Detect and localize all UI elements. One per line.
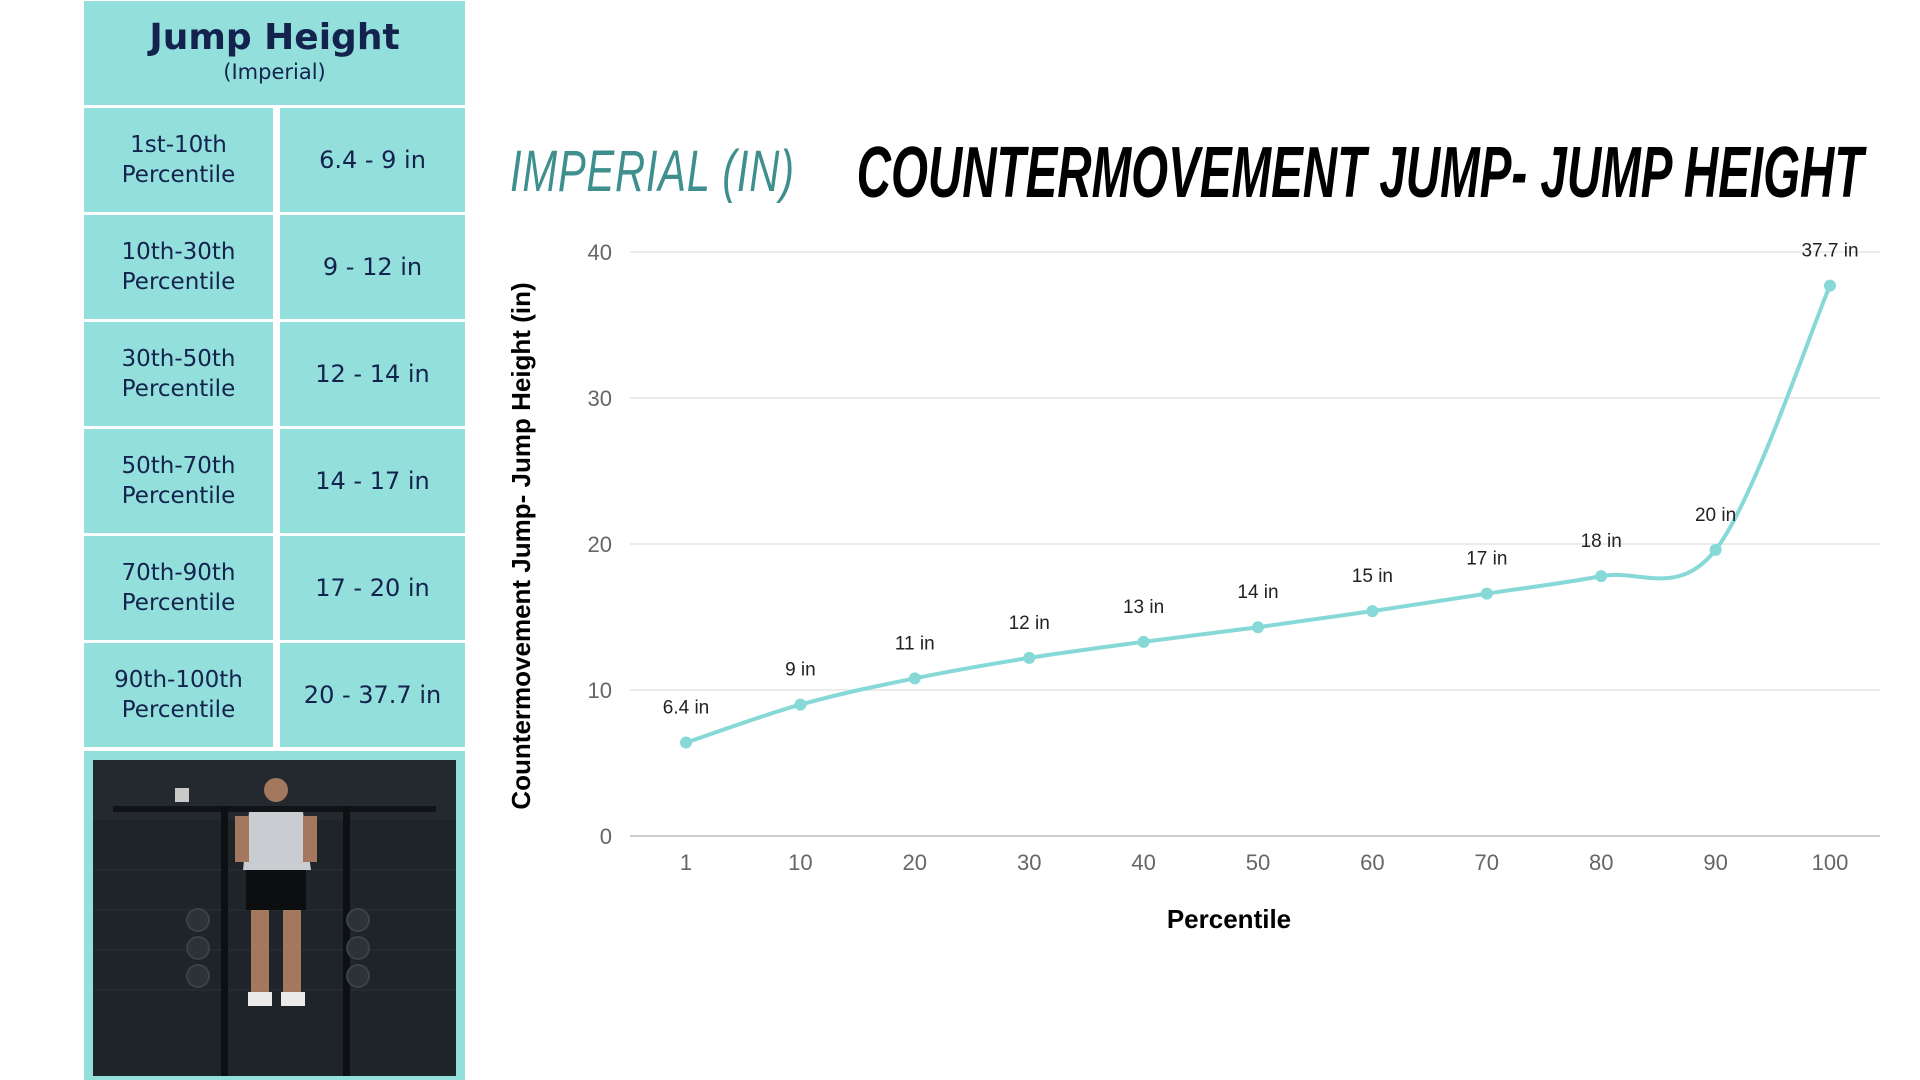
y-axis-ticks: 0 10 20 30 40 <box>588 240 612 849</box>
data-point <box>1595 570 1608 583</box>
data-point <box>1709 543 1722 556</box>
table-row: 10th-30th Percentile 9 - 12 in <box>84 215 465 319</box>
percentile-label-line2: Percentile <box>121 483 236 509</box>
x-tick-label: 40 <box>1131 850 1155 875</box>
table-subtitle: (Imperial) <box>223 60 326 84</box>
data-label: 20 in <box>1695 505 1736 526</box>
y-tick-label: 30 <box>588 386 612 411</box>
data-point <box>1023 651 1036 664</box>
percentile-label-line2: Percentile <box>121 269 236 295</box>
percentile-cell: 1st-10th Percentile <box>84 108 273 212</box>
percentile-label-line2: Percentile <box>121 162 236 188</box>
series-line <box>684 283 1832 745</box>
x-tick-label: 80 <box>1589 850 1613 875</box>
range-cell: 12 - 14 in <box>280 322 465 426</box>
range-cell: 9 - 12 in <box>280 215 465 319</box>
percentile-table: Jump Height (Imperial) 1st-10th Percentil… <box>84 0 466 1080</box>
x-tick-label: 90 <box>1703 850 1727 875</box>
x-tick-label: 30 <box>1017 850 1041 875</box>
percentile-label-line2: Percentile <box>121 590 236 616</box>
data-point <box>794 698 807 711</box>
range-cell: 20 - 37.7 in <box>280 643 465 747</box>
data-label: 13 in <box>1123 597 1164 618</box>
x-tick-label: 70 <box>1475 850 1499 875</box>
chart-title: COUNTERMOVEMENT JUMP- JUMP HEIGHT <box>856 133 1863 213</box>
data-label: 9 in <box>785 660 816 681</box>
range-cell: 14 - 17 in <box>280 429 465 533</box>
data-label: 6.4 in <box>663 698 709 719</box>
percentile-cell: 70th-90th Percentile <box>84 536 273 640</box>
unit-heading: IMPERIAL (IN) <box>510 139 795 204</box>
x-tick-label: 50 <box>1246 850 1270 875</box>
range-cell: 6.4 - 9 in <box>280 108 465 212</box>
data-points <box>680 279 1836 749</box>
table-row: 1st-10th Percentile 6.4 - 9 in <box>84 108 465 212</box>
x-tick-label: 100 <box>1812 850 1849 875</box>
range-cell: 17 - 20 in <box>280 536 465 640</box>
data-label: 37.7 in <box>1801 241 1858 262</box>
x-tick-label: 10 <box>788 850 812 875</box>
data-point <box>1480 587 1493 600</box>
percentile-label-line1: 30th-50th <box>121 346 236 372</box>
table-row: 70th-90th Percentile 17 - 20 in <box>84 536 465 640</box>
percentile-label-line1: 70th-90th <box>121 560 236 586</box>
athlete-photo <box>93 760 456 1076</box>
data-point <box>1824 279 1836 292</box>
data-point <box>680 736 692 749</box>
percentile-cell: 30th-50th Percentile <box>84 322 273 426</box>
percentile-cell: 90th-100th Percentile <box>84 643 273 747</box>
data-label: 17 in <box>1466 549 1507 570</box>
data-label: 15 in <box>1352 566 1393 587</box>
table-title: Jump Height <box>149 17 400 58</box>
x-axis-title: Percentile <box>1167 904 1291 934</box>
data-point <box>908 672 921 685</box>
x-tick-label: 20 <box>903 850 927 875</box>
gridlines <box>630 251 1880 837</box>
percentile-label-line2: Percentile <box>121 376 236 402</box>
y-tick-label: 40 <box>588 240 612 265</box>
percentile-label-line1: 1st-10th <box>130 132 227 158</box>
percentile-label-line1: 90th-100th <box>114 667 243 693</box>
data-labels: 6.4 in 9 in 11 in 12 in 13 in 14 in 15 in 17 in… <box>663 241 1859 719</box>
y-tick-label: 0 <box>600 824 612 849</box>
table-row: 30th-50th Percentile 12 - 14 in <box>84 322 465 426</box>
y-axis-title: Countermovement Jump- Jump Height (in) <box>506 282 536 809</box>
data-point <box>1252 621 1264 634</box>
data-label: 14 in <box>1237 582 1278 603</box>
percentile-label-line1: 50th-70th <box>121 453 236 479</box>
x-axis-ticks: 1 10 20 30 40 50 60 70 80 90 100 <box>680 850 1848 875</box>
data-label: 12 in <box>1009 613 1050 634</box>
data-point <box>1137 635 1150 648</box>
table-row: 90th-100th Percentile 20 - 37.7 in <box>84 643 465 747</box>
percentile-cell: 50th-70th Percentile <box>84 429 273 533</box>
data-label: 18 in <box>1581 531 1622 552</box>
percentile-cell: 10th-30th Percentile <box>84 215 273 319</box>
percentile-label-line2: Percentile <box>121 697 236 723</box>
data-label: 11 in <box>895 633 935 654</box>
table-row: 50th-70th Percentile 14 - 17 in <box>84 429 465 533</box>
table-header: Jump Height (Imperial) <box>84 1 465 105</box>
y-tick-label: 20 <box>588 532 612 557</box>
x-tick-label: 1 <box>680 850 692 875</box>
x-tick-label: 60 <box>1360 850 1384 875</box>
y-tick-label: 10 <box>588 678 612 703</box>
data-point <box>1366 605 1379 618</box>
percentile-label-line1: 10th-30th <box>121 239 236 265</box>
athlete-photo-frame <box>84 751 465 1080</box>
